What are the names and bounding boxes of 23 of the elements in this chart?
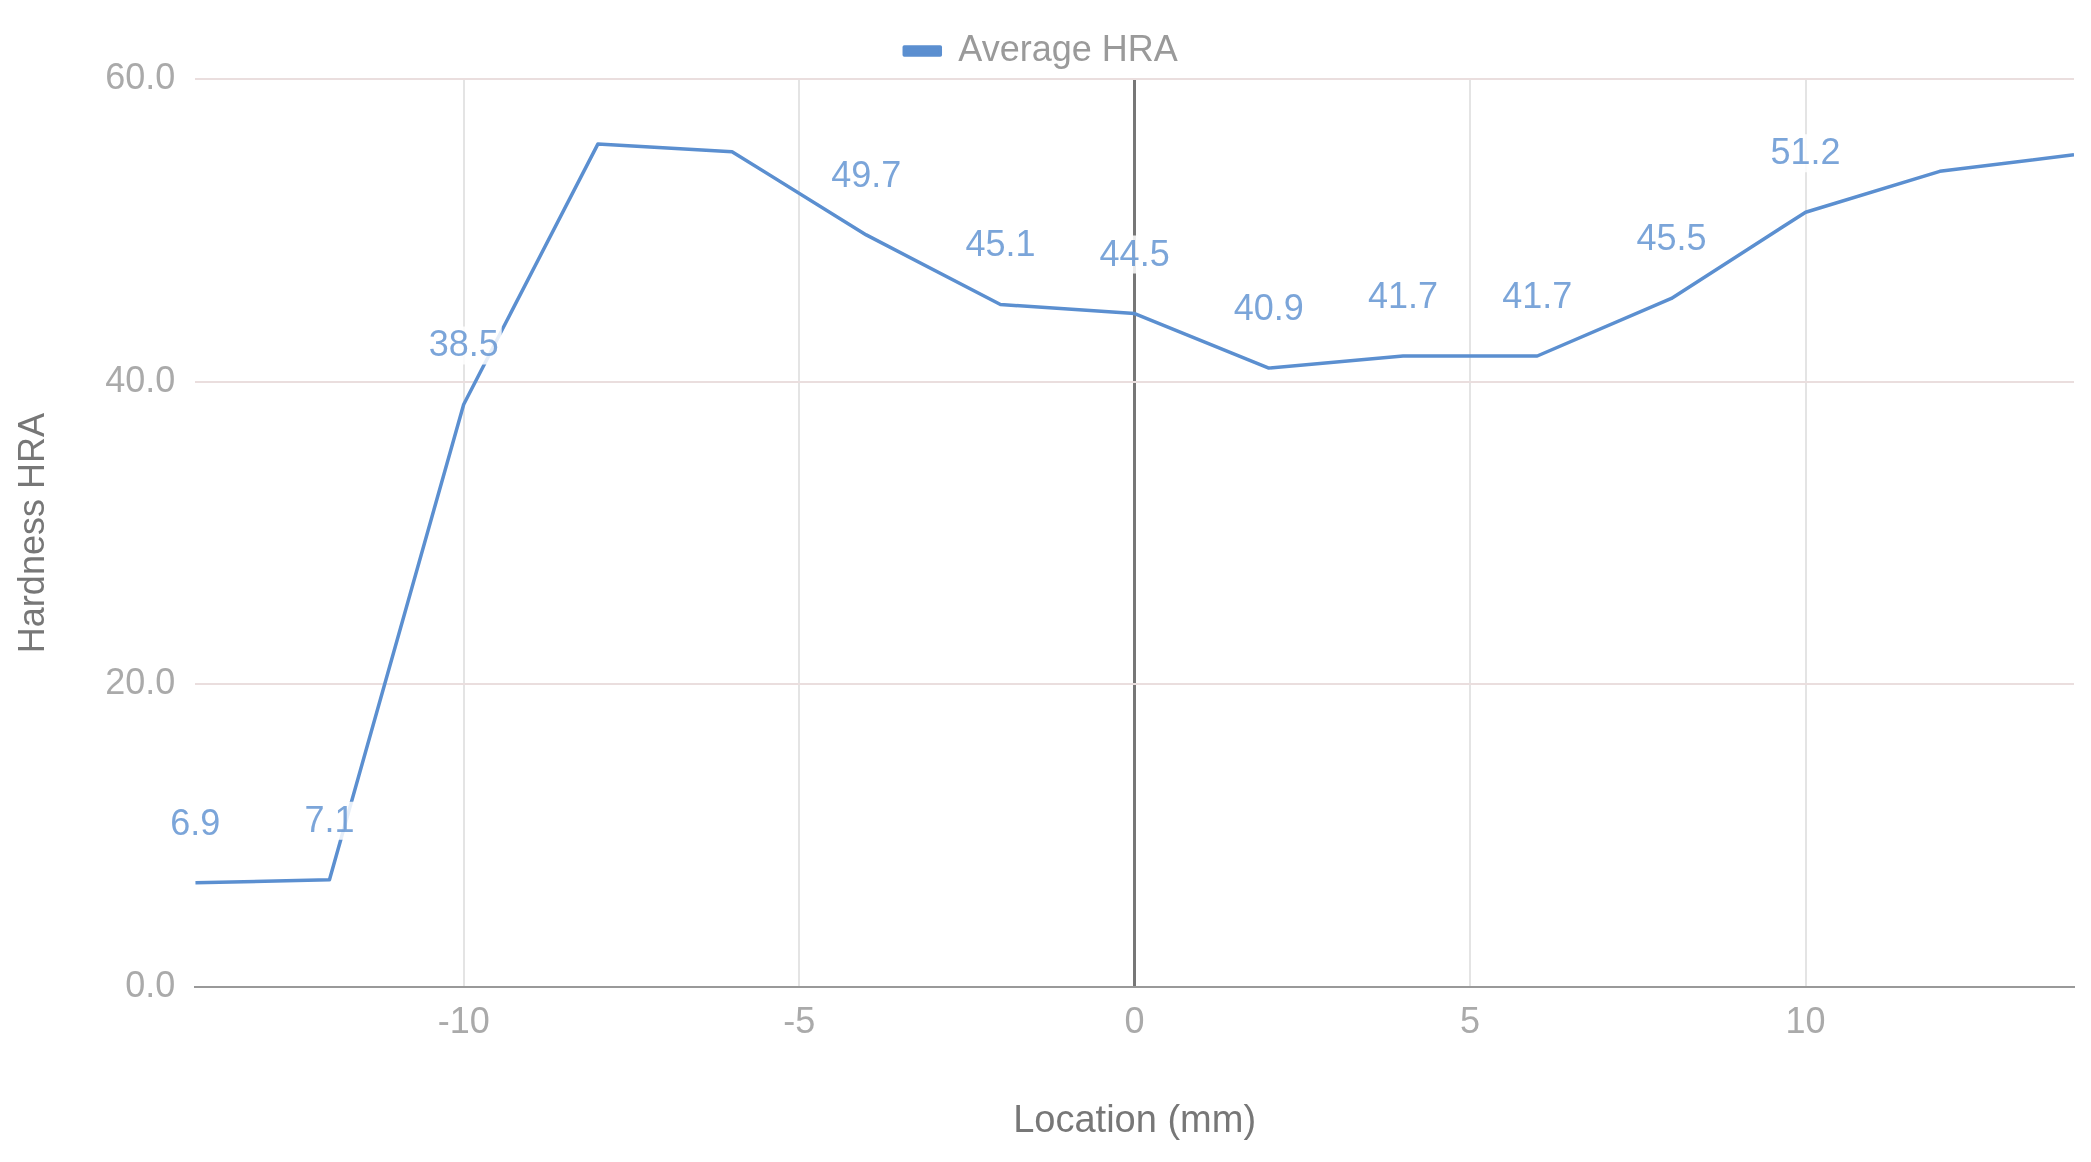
x-tick-label: 0	[1124, 999, 1145, 1041]
data-label: 38.5	[428, 323, 499, 365]
x-tick-label: 10	[1785, 999, 1826, 1041]
data-label: 44.5	[1099, 232, 1170, 274]
x-tick-label: -10	[437, 999, 490, 1041]
data-label: 45.1	[965, 223, 1036, 265]
data-label: 45.5	[1636, 217, 1707, 259]
data-label: 40.9	[1233, 287, 1304, 329]
data-label: 6.9	[170, 801, 221, 843]
data-label: 7.1	[304, 798, 355, 840]
x-tick-label: -5	[783, 999, 816, 1041]
x-axis-title: Location (mm)	[1013, 1097, 1257, 1140]
data-label: 51.2	[1770, 131, 1841, 173]
x-tick-label: 5	[1460, 999, 1481, 1041]
data-label: 49.7	[831, 153, 902, 195]
y-tick-label: 20.0	[105, 661, 176, 703]
y-tick-label: 0.0	[125, 964, 176, 1006]
y-tick-label: 40.0	[105, 358, 176, 400]
y-tick-label: 60.0	[105, 55, 176, 97]
data-label: 41.7	[1367, 274, 1439, 316]
data-label: 41.7	[1502, 274, 1573, 316]
y-axis-title: Hardness HRA	[10, 413, 52, 654]
legend-label: Average HRA	[958, 27, 1178, 69]
